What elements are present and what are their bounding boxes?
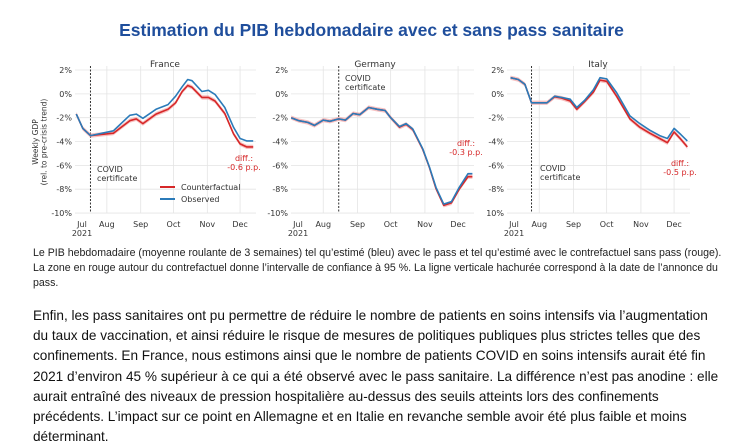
- x-tick-label: Dec: [232, 220, 247, 229]
- y-tick-label: 2%: [59, 66, 72, 75]
- y-tick-label: -6%: [272, 161, 288, 170]
- x-tick-label: Dec: [450, 220, 465, 229]
- x-tick-label: Nov: [200, 220, 216, 229]
- confidence-band: [291, 105, 473, 208]
- y-tick-label: 2%: [491, 66, 504, 75]
- y-tick-label: 0%: [275, 90, 288, 99]
- body-paragraph: Enfin, les pass sanitaires ont pu permet…: [33, 308, 719, 445]
- confidence-band: [510, 75, 688, 149]
- figure-title: Estimation du PIB hebdomadaire avec et s…: [119, 20, 624, 40]
- x-tick-label: Jul 2021: [72, 220, 92, 238]
- diff-annotation: diff.: -0.3 p.p.: [449, 139, 482, 157]
- x-tick-label: Jul 2021: [504, 220, 524, 238]
- x-tick-label: Sep: [350, 220, 365, 229]
- diff-annotation: diff.: -0.6 p.p.: [227, 154, 260, 172]
- panel-title: Italy: [588, 60, 608, 70]
- x-tick-label: Oct: [167, 220, 181, 229]
- x-tick-label: Oct: [384, 220, 398, 229]
- figure-caption: Le PIB hebdomadaire (moyenne roulante de…: [33, 247, 722, 289]
- y-axis-label: Weekly GDP(rel. to pre-crisis trend): [31, 99, 48, 186]
- legend-label: Observed: [181, 195, 220, 204]
- y-tick-label: -2%: [272, 114, 288, 123]
- event-label: COVID certificate: [540, 164, 580, 182]
- y-tick-label: -6%: [488, 161, 504, 170]
- x-tick-label: Aug: [315, 220, 331, 229]
- series-line-observed: [75, 78, 254, 142]
- y-tick-label: 2%: [275, 66, 288, 75]
- y-tick-label: -10%: [51, 209, 72, 218]
- panel-title: France: [150, 60, 180, 70]
- x-tick-label: Sep: [566, 220, 581, 229]
- x-tick-label: Nov: [417, 220, 433, 229]
- event-label: COVID certificate: [345, 74, 385, 92]
- x-tick-label: Aug: [99, 220, 115, 229]
- y-tick-label: -8%: [56, 185, 72, 194]
- y-tick-label: -2%: [56, 114, 72, 123]
- diff-annotation: diff.: -0.5 p.p.: [663, 159, 696, 177]
- y-tick-label: 10%: [486, 209, 504, 218]
- x-tick-label: Aug: [531, 220, 547, 229]
- y-tick-label: 0%: [59, 90, 72, 99]
- x-tick-label: Nov: [633, 220, 649, 229]
- y-tick-label: -4%: [272, 138, 288, 147]
- y-tick-label: -6%: [56, 161, 72, 170]
- x-tick-label: Oct: [600, 220, 614, 229]
- legend-label: Counterfactual: [181, 183, 240, 192]
- series-line-counterfactual: [75, 84, 254, 148]
- y-tick-label: -2%: [488, 114, 504, 123]
- x-tick-label: Dec: [666, 220, 681, 229]
- y-tick-label: -4%: [56, 138, 72, 147]
- y-tick-label: -4%: [488, 138, 504, 147]
- x-tick-label: Jul 2021: [288, 220, 308, 238]
- y-tick-label: -8%: [272, 185, 288, 194]
- series-line-observed: [290, 106, 473, 205]
- confidence-band: [76, 83, 254, 149]
- series-line-observed: [510, 76, 688, 142]
- x-tick-label: Sep: [133, 220, 148, 229]
- y-tick-label: -8%: [488, 185, 504, 194]
- panel-title: Germany: [354, 60, 396, 70]
- event-label: COVID certificate: [97, 165, 137, 183]
- y-tick-label: -10%: [267, 209, 288, 218]
- y-tick-label: 0%: [491, 90, 504, 99]
